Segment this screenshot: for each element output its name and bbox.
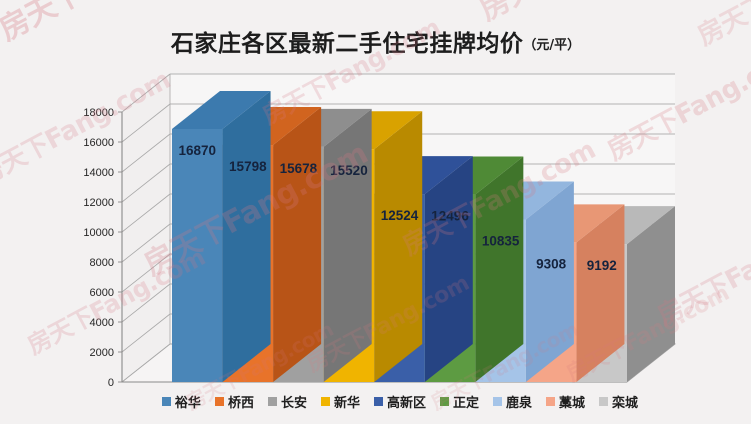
bar-side-face (627, 206, 675, 382)
legend-item-裕华[interactable]: 裕华 (161, 392, 201, 411)
legend-item-栾城[interactable]: 栾城 (599, 392, 638, 411)
y-axis-tick-label: 14000 (83, 167, 114, 179)
legend-item-label: 藁城 (559, 395, 586, 411)
legend-item-高新区[interactable]: 高新区 (373, 392, 426, 411)
legend-swatch-icon (599, 396, 609, 406)
legend-item-label: 鹿泉 (506, 395, 533, 411)
bar-side-face (323, 108, 372, 382)
bar-value-labels: 9192 9308 10835 12496 12524 15520 15678 15798 16… (179, 143, 617, 273)
legend-item-长安[interactable]: 长安 (267, 392, 307, 411)
bar-value-label: 15520 (330, 163, 368, 178)
y-axis-tick-label: 18000 (83, 107, 114, 119)
side-wall (122, 74, 170, 382)
legend-item-label: 新华 (333, 395, 360, 411)
bar-side-face (273, 107, 322, 382)
y-axis-tick-label: 0 (108, 377, 114, 389)
gridline-depth (121, 193, 171, 233)
legend-item-label: 长安 (280, 395, 307, 411)
legend-swatch-icon (546, 396, 556, 406)
bar-value-label: 9308 (536, 256, 567, 271)
legend-item-新华[interactable]: 新华 (320, 392, 360, 411)
legend-item-label: 裕华 (174, 395, 201, 411)
legend-swatch-icon (493, 396, 503, 406)
bar-value-label: 16870 (179, 143, 217, 158)
bar-side-face (525, 181, 574, 382)
legend-item-label: 桥西 (227, 395, 254, 411)
y-axis-tick-label: 6000 (90, 287, 114, 299)
bar-side-face (475, 156, 524, 382)
legend-item-label: 高新区 (386, 395, 426, 411)
legend-item-桥西[interactable]: 桥西 (214, 392, 254, 411)
bar-value-label: 15798 (229, 159, 267, 174)
y-axis-tick-label: 8000 (90, 257, 114, 269)
legend-swatch-icon (440, 396, 449, 406)
legend-swatch-icon (267, 396, 277, 406)
bar-side-face (424, 156, 473, 382)
legend-swatch-icon (214, 396, 224, 406)
legend-item-正定[interactable]: 正定 (440, 392, 479, 411)
gridline-depth (121, 223, 171, 263)
bar-value-label: 9192 (587, 258, 617, 273)
y-axis-tick-label: 4000 (90, 317, 114, 329)
bar-side-face (374, 111, 423, 382)
y-axis-tick-label: 12000 (83, 197, 114, 209)
bar-front-face (172, 128, 223, 382)
y-axis-tick-label: 16000 (83, 137, 114, 149)
bar-side-face (576, 204, 625, 382)
bar-top-face (172, 90, 271, 129)
gridline-depth (121, 313, 171, 353)
legend-item-label: 栾城 (612, 395, 639, 411)
y-axis-tick-label: 10000 (83, 227, 114, 239)
legend-item-鹿泉[interactable]: 鹿泉 (493, 392, 532, 411)
bars (172, 90, 675, 382)
gridline-depth (121, 133, 171, 173)
bar-value-label: 12524 (381, 208, 419, 223)
gridline-depth (121, 103, 171, 143)
legend-swatch-icon (373, 396, 383, 406)
gridline-depth (121, 253, 171, 293)
chart-title: 石家庄各区最新二手住宅挂牌均价（元/平） (0, 24, 751, 58)
bar-value-label: 12496 (431, 209, 469, 224)
legend-item-label: 正定 (453, 395, 480, 411)
bar-value-label: 10835 (482, 233, 520, 248)
chart-title-unit: （元/平） (523, 38, 581, 53)
y-axis-tick-label: 2000 (90, 347, 114, 359)
y-axis-tick-labels: 0 2000 4000 6000 8000 10000 12000 14000 16000 180… (83, 107, 114, 389)
chart-title-main: 石家庄各区最新二手住宅挂牌均价 (170, 31, 524, 57)
bar-裕华 (172, 90, 271, 382)
legend-item-藁城[interactable]: 藁城 (546, 392, 585, 411)
bar-side-face (222, 90, 271, 382)
legend-swatch-icon (320, 396, 330, 406)
chart-legend: 裕华 桥西 长安 新华 高新区 正定 鹿泉 藁城 栾城 (122, 389, 678, 413)
gridline-depth (121, 163, 171, 203)
gridline-depth (121, 283, 171, 323)
gridline-depth (121, 73, 171, 113)
bar-value-label: 15678 (280, 161, 318, 176)
legend-swatch-icon (161, 396, 171, 406)
gridline-depth (121, 343, 171, 383)
